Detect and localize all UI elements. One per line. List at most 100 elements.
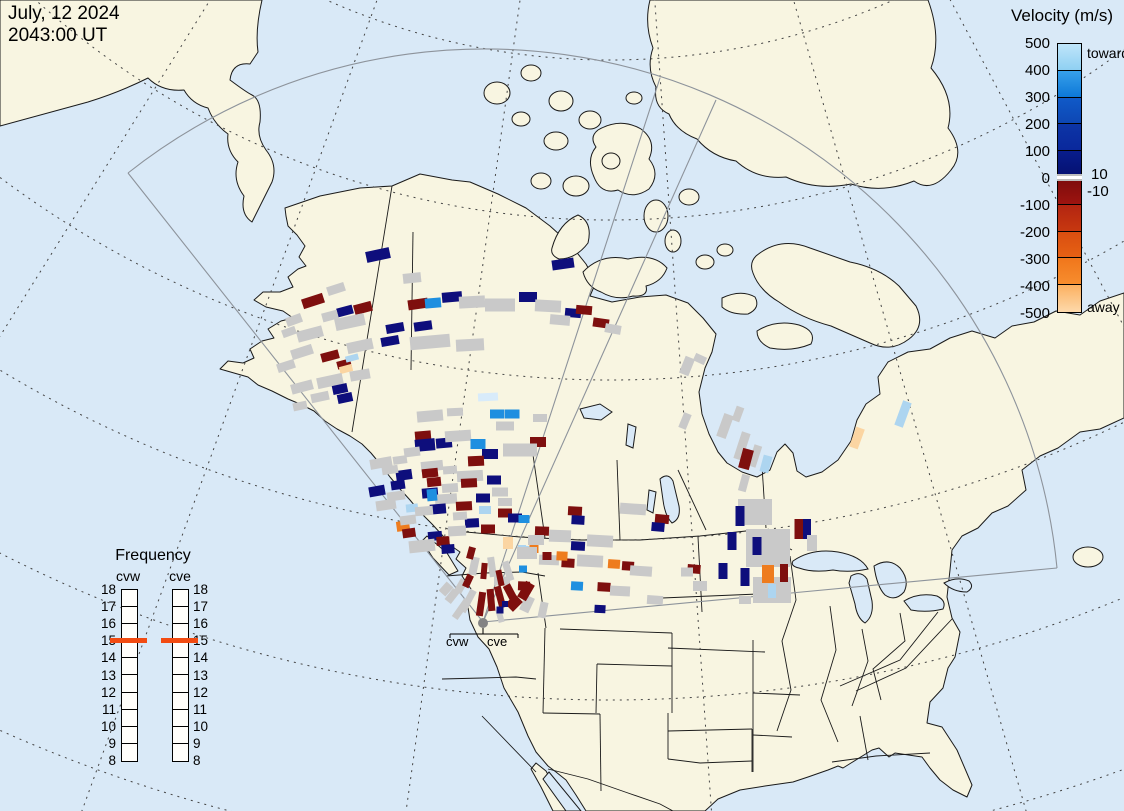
lake-winnipeg	[659, 475, 680, 524]
velocity-cell	[458, 295, 486, 309]
velocity-cell	[434, 493, 458, 505]
velocity-cell	[528, 535, 544, 545]
lake-erie	[903, 594, 945, 612]
time-text: 2043:00 UT	[8, 25, 108, 46]
velocity-cell	[414, 438, 436, 452]
landmass-russia	[0, 0, 275, 223]
velocity-tick-300: 300	[1024, 89, 1050, 106]
velocity-cell	[281, 325, 297, 339]
velocity-cell	[693, 581, 707, 591]
velocity-cell	[517, 547, 537, 559]
velocity-tick--300: -300	[1019, 251, 1050, 268]
velocity-tick-400: 400	[1024, 62, 1050, 79]
velocity-zero-band	[1057, 174, 1082, 181]
frequency-cell	[122, 727, 137, 744]
velocity-cell	[629, 565, 653, 577]
velocity-cell	[487, 556, 497, 578]
frequency-tick-15: 15	[193, 633, 209, 649]
velocity-cell	[470, 439, 486, 449]
velocity-cell	[390, 479, 406, 491]
velocity-cell	[570, 581, 584, 591]
frequency-tick-13: 13	[100, 667, 116, 683]
frequency-tick-11: 11	[193, 701, 208, 717]
velocity-cell	[462, 573, 474, 589]
frequency-tick-11: 11	[101, 701, 116, 717]
frequency-cell	[122, 607, 137, 625]
velocity-cell	[409, 333, 451, 351]
lake-small	[625, 423, 637, 449]
velocity-cell	[426, 488, 438, 502]
frequency-tick-14: 14	[100, 650, 116, 666]
velocity-cell	[429, 503, 447, 515]
island-arctic	[483, 81, 511, 105]
velocity-cell	[402, 272, 422, 284]
velocity-cell	[604, 323, 622, 335]
velocity-cell	[413, 320, 433, 332]
velocity-cell	[654, 513, 670, 525]
velocity-tick--100: -100	[1019, 197, 1050, 214]
frequency-tick-8: 8	[193, 753, 201, 768]
frequency-tick-16: 16	[100, 616, 116, 632]
velocity-cell	[738, 447, 754, 471]
velocity-cell	[651, 521, 665, 533]
velocity-cell	[490, 409, 504, 419]
frequency-tick-18: 18	[193, 582, 209, 597]
latitude-circle	[325, 0, 895, 61]
velocity-cell	[399, 514, 417, 526]
velocity-cell	[464, 518, 480, 528]
island-banks	[551, 214, 590, 260]
frequency-tick-10: 10	[193, 718, 209, 734]
velocity-cell	[338, 363, 354, 375]
site-label-cve: cve	[487, 634, 508, 649]
frequency-tick-10: 10	[100, 718, 116, 734]
velocity-cell	[747, 444, 763, 468]
island-small	[695, 254, 715, 270]
velocity-cell	[444, 429, 472, 443]
lake-winnipegosis	[646, 489, 657, 514]
velocity-cell	[441, 291, 463, 303]
velocity-cell	[485, 298, 515, 312]
velocity-cell	[424, 297, 442, 309]
velocity-cell	[518, 515, 530, 523]
frequency-tick-12: 12	[100, 684, 116, 700]
velocity-cell	[487, 475, 501, 485]
frequency-cell	[122, 641, 137, 659]
frequency-cell	[122, 693, 137, 710]
frequency-cell	[173, 727, 188, 744]
velocity-cell	[385, 322, 405, 334]
velocity-cell	[549, 314, 571, 326]
velocity-cell	[334, 313, 366, 331]
velocity-segment-3	[1058, 124, 1081, 152]
velocity-cell	[292, 400, 308, 412]
velocity-cell	[446, 407, 464, 417]
velocity-cell	[548, 529, 572, 543]
frequency-tick-14: 14	[193, 650, 209, 666]
velocity-cell	[392, 455, 408, 465]
velocity-tick-100: 100	[1024, 143, 1050, 160]
velocity-cell	[369, 456, 393, 470]
island-devon	[590, 122, 656, 196]
velocity-cell	[534, 526, 550, 536]
frequency-column-label-cvw: cvw	[115, 568, 141, 584]
velocity-cell	[740, 568, 750, 586]
velocity-cell	[414, 505, 434, 517]
gulf-of-california	[542, 771, 582, 811]
velocity-cell	[504, 409, 520, 419]
velocity-cell	[727, 532, 737, 550]
lake-great-slave	[579, 403, 613, 421]
frequency-tick-16: 16	[193, 616, 209, 632]
frequency-cell	[173, 710, 188, 727]
frequency-bar-cve	[172, 589, 189, 762]
longitude-line	[81, 0, 378, 811]
velocity-cell	[794, 519, 804, 539]
site-label-leader-line	[449, 628, 519, 638]
velocity-cell	[381, 464, 399, 476]
velocity-cell	[752, 537, 762, 555]
frequency-cell	[122, 590, 137, 608]
lake-huron	[873, 561, 907, 599]
velocity-cell	[436, 536, 450, 546]
peninsula-melville	[721, 292, 758, 315]
velocity-cell	[737, 473, 751, 493]
island-victoria	[582, 256, 668, 299]
